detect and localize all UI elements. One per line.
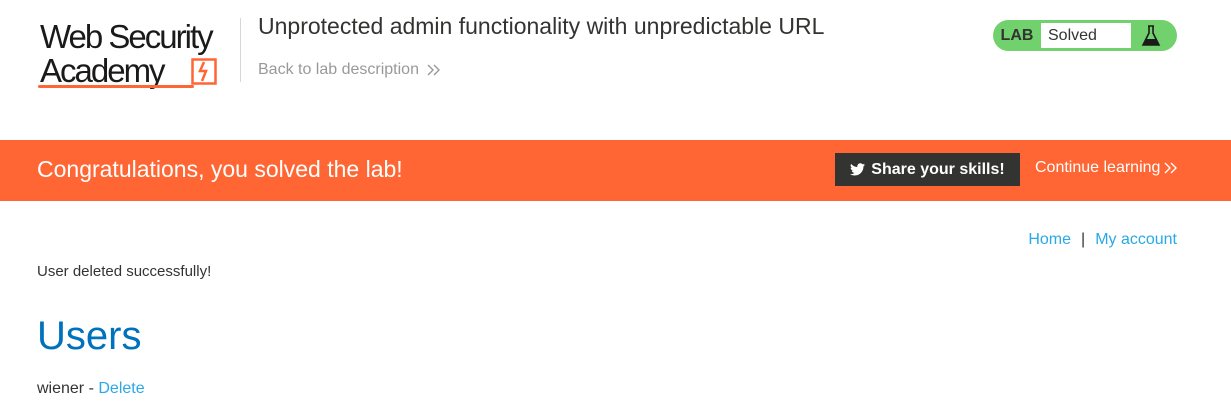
logo-lightning-icon (191, 58, 217, 85)
double-chevron-right-icon (1164, 162, 1178, 174)
congratulations-message: Congratulations, you solved the lab! (37, 156, 403, 182)
share-button-label: Share your skills! (871, 160, 1005, 178)
header-divider (240, 18, 241, 82)
continue-learning-label: Continue learning (1035, 159, 1161, 176)
continue-learning-link[interactable]: Continue learning (1035, 159, 1178, 177)
nav-separator: | (1081, 231, 1086, 248)
solved-banner: Congratulations, you solved the lab! Sha… (0, 140, 1231, 201)
delete-user-link[interactable]: Delete (98, 380, 145, 397)
user-separator: - (84, 380, 99, 397)
logo-underline (38, 85, 194, 88)
share-skills-button[interactable]: Share your skills! (835, 153, 1020, 186)
back-to-lab-description-link[interactable]: Back to lab description (258, 61, 441, 79)
logo-text-line2: Academy (40, 52, 166, 89)
lab-title: Unprotected admin functionality with unp… (258, 13, 825, 39)
double-chevron-right-icon (427, 64, 440, 76)
username: wiener (37, 380, 85, 397)
status-message: User deleted successfully! (37, 263, 212, 280)
twitter-icon (850, 163, 866, 176)
logo-text-line1: Web Security (40, 18, 214, 55)
flask-icon (1141, 25, 1161, 46)
lab-status-value: Solved (1041, 23, 1131, 48)
my-account-link[interactable]: My account (1095, 231, 1177, 248)
top-nav: Home | My account (1028, 231, 1177, 249)
list-item: wiener - Delete (37, 380, 145, 398)
web-security-academy-logo[interactable]: Web Security Academy (38, 18, 238, 92)
lab-status-label: LAB (1000, 27, 1034, 44)
home-link[interactable]: Home (1028, 231, 1072, 248)
page-title: Users (37, 314, 142, 358)
lab-status-widget: LAB Solved (993, 20, 1177, 51)
back-link-label: Back to lab description (258, 61, 419, 78)
lab-header: Web Security Academy Unprotected admin f… (0, 0, 1231, 140)
